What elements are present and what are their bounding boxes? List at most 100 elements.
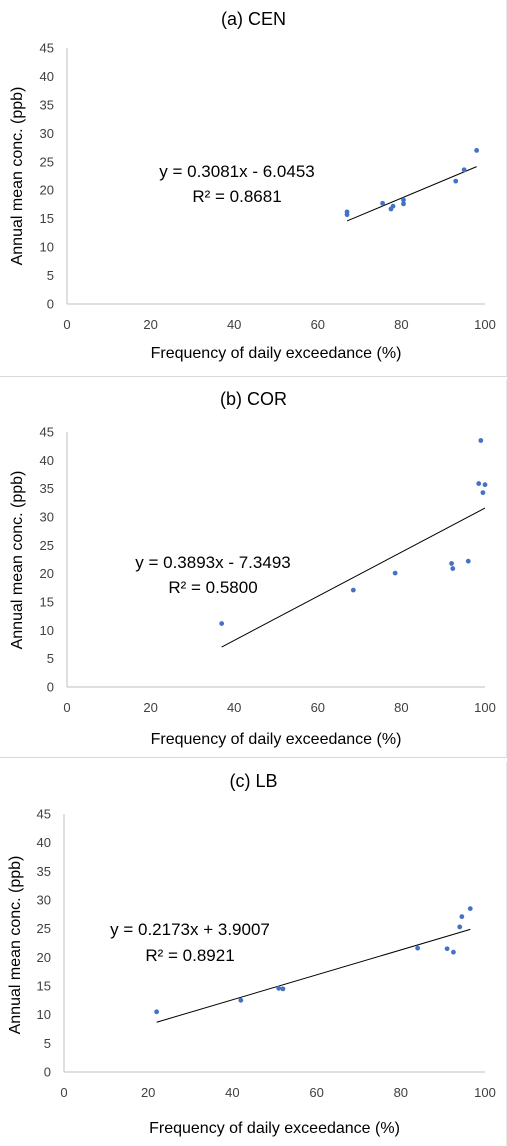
y-tick-label: 30 bbox=[40, 510, 54, 525]
trendline bbox=[346, 166, 477, 222]
x-axis-title: Frequency of daily exceedance (%) bbox=[151, 731, 402, 748]
y-tick-label: 40 bbox=[40, 69, 54, 84]
x-tick-label: 0 bbox=[63, 700, 70, 715]
data-point bbox=[276, 985, 282, 991]
data-point bbox=[459, 914, 465, 920]
data-point bbox=[401, 201, 406, 207]
data-point bbox=[344, 212, 350, 218]
y-tick-label: 15 bbox=[40, 211, 54, 226]
regression-equation: y = 0.3893x - 7.3493 bbox=[135, 553, 290, 572]
chart-title: (a) CEN bbox=[221, 9, 286, 29]
y-tick-label: 10 bbox=[40, 240, 54, 255]
data-point bbox=[478, 438, 484, 443]
y-tick-label: 10 bbox=[37, 1007, 51, 1022]
trendline bbox=[221, 507, 486, 648]
x-tick-label: 0 bbox=[60, 1085, 67, 1100]
data-point bbox=[401, 197, 406, 203]
y-tick-label: 0 bbox=[47, 297, 54, 312]
x-tick-label: 100 bbox=[474, 317, 496, 332]
y-tick-label: 15 bbox=[37, 979, 51, 994]
data-point bbox=[380, 200, 385, 206]
data-point bbox=[415, 945, 421, 951]
x-axis-title: Frequency of daily exceedance (%) bbox=[151, 345, 402, 362]
x-tick-label: 40 bbox=[225, 1085, 239, 1100]
y-axis-title: Annual mean conc. (ppb) bbox=[9, 87, 26, 266]
data-point bbox=[482, 482, 488, 488]
x-tick-label: 100 bbox=[474, 700, 496, 715]
y-tick-label: 45 bbox=[40, 41, 54, 56]
y-tick-label: 35 bbox=[37, 864, 51, 879]
data-point bbox=[238, 997, 244, 1003]
y-tick-label: 0 bbox=[44, 1065, 51, 1080]
data-point bbox=[465, 558, 471, 564]
y-tick-label: 25 bbox=[40, 154, 54, 169]
y-tick-label: 40 bbox=[37, 835, 51, 850]
x-tick-label: 60 bbox=[309, 1085, 323, 1100]
scatter-chart-cor: (b) COR 0 5 10 15 20 25 30 35 40 45 0 20 40 60 80 100 Fre… bbox=[9, 389, 496, 748]
regression-equation: y = 0.2173x + 3.9007 bbox=[110, 920, 270, 939]
data-point bbox=[219, 621, 225, 626]
x-tick-label: 80 bbox=[394, 317, 408, 332]
scatter-chart-cen: (a) CEN 0 5 10 15 20 25 30 35 40 45 0 20 40 60 80 100 Fre… bbox=[9, 9, 496, 362]
data-point bbox=[392, 570, 398, 576]
data-point bbox=[280, 986, 286, 992]
x-tick-label: 100 bbox=[474, 1085, 496, 1100]
x-tick-label: 0 bbox=[63, 317, 70, 332]
y-tick-label: 10 bbox=[40, 623, 54, 638]
x-tick-label: 60 bbox=[311, 700, 325, 715]
data-point bbox=[457, 924, 463, 930]
data-point bbox=[350, 587, 356, 593]
scatter-chart-lb: (c) LB 0 5 10 15 20 25 30 35 40 45 0 20 40 60 80 100 Freq… bbox=[7, 771, 496, 1137]
data-point bbox=[476, 481, 482, 486]
y-tick-label: 5 bbox=[47, 651, 54, 666]
data-point bbox=[154, 1009, 160, 1015]
data-point bbox=[461, 167, 467, 173]
data-point bbox=[444, 946, 450, 952]
x-axis-title: Frequency of daily exceedance (%) bbox=[149, 1120, 400, 1137]
y-tick-label: 20 bbox=[40, 183, 54, 198]
y-tick-label: 25 bbox=[40, 538, 54, 553]
x-tick-label: 80 bbox=[394, 700, 408, 715]
chart-title: (c) LB bbox=[229, 771, 277, 791]
data-point bbox=[449, 561, 454, 566]
chart-panel-lb: (c) LB 0 5 10 15 20 25 30 35 40 45 0 20 40 60 80 100 Freq… bbox=[0, 762, 507, 1146]
data-point bbox=[450, 566, 456, 571]
y-tick-label: 25 bbox=[37, 921, 51, 936]
x-tick-label: 60 bbox=[311, 317, 325, 332]
y-tick-label: 5 bbox=[44, 1036, 51, 1051]
y-tick-label: 20 bbox=[40, 566, 54, 581]
r-squared-label: R² = 0.5800 bbox=[168, 578, 257, 597]
y-tick-label: 5 bbox=[47, 268, 54, 283]
y-tick-label: 30 bbox=[40, 126, 54, 141]
y-tick-label: 40 bbox=[40, 453, 54, 468]
x-tick-label: 20 bbox=[141, 1085, 155, 1100]
data-point bbox=[467, 906, 473, 911]
trendline bbox=[156, 928, 471, 1023]
y-tick-label: 15 bbox=[40, 595, 54, 610]
data-point bbox=[451, 949, 456, 955]
data-point bbox=[480, 490, 486, 496]
chart-title: (b) COR bbox=[220, 389, 287, 409]
x-tick-label: 40 bbox=[227, 317, 241, 332]
data-point bbox=[453, 178, 459, 184]
x-tick-label: 40 bbox=[227, 700, 241, 715]
y-tick-label: 35 bbox=[40, 481, 54, 496]
y-tick-label: 45 bbox=[37, 807, 51, 822]
y-tick-label: 30 bbox=[37, 893, 51, 908]
y-tick-label: 20 bbox=[37, 950, 51, 965]
x-tick-label: 20 bbox=[143, 317, 157, 332]
data-point bbox=[474, 148, 480, 153]
chart-panel-cor: (b) COR 0 5 10 15 20 25 30 35 40 45 0 20 40 60 80 100 Fre… bbox=[0, 380, 507, 758]
x-tick-label: 80 bbox=[394, 1085, 408, 1100]
y-tick-label: 0 bbox=[47, 680, 54, 695]
y-tick-label: 35 bbox=[40, 97, 54, 112]
y-axis-title: Annual mean conc. (ppb) bbox=[9, 471, 26, 650]
y-axis-title: Annual mean conc. (ppb) bbox=[7, 856, 24, 1035]
chart-panel-cen: (a) CEN 0 5 10 15 20 25 30 35 40 45 0 20 40 60 80 100 Fre… bbox=[0, 0, 507, 377]
r-squared-label: R² = 0.8681 bbox=[192, 187, 281, 206]
data-point bbox=[390, 203, 396, 209]
r-squared-label: R² = 0.8921 bbox=[145, 946, 234, 965]
regression-equation: y = 0.3081x - 6.0453 bbox=[159, 162, 314, 181]
x-tick-label: 20 bbox=[143, 700, 157, 715]
y-tick-label: 45 bbox=[40, 425, 54, 440]
